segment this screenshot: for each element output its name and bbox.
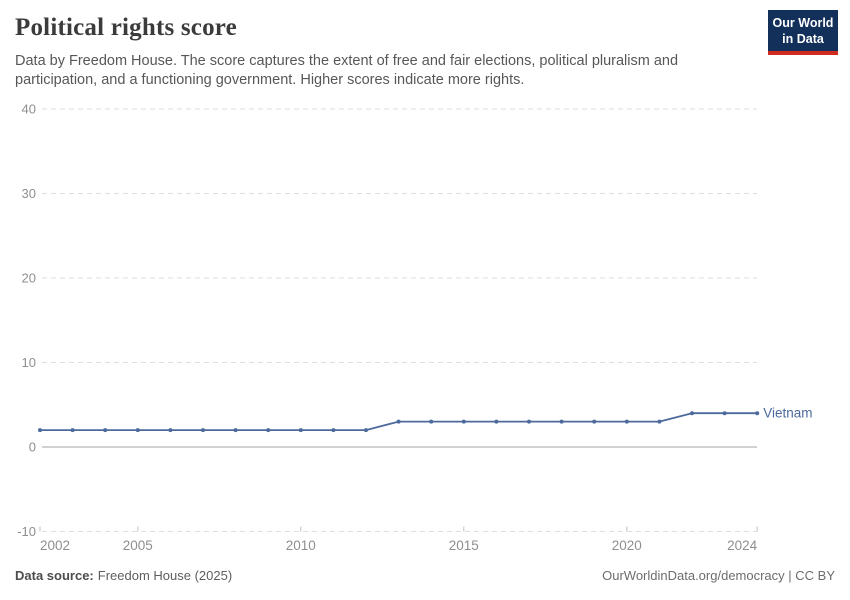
- owid-logo-line2: in Data: [782, 31, 824, 46]
- y-axis-tick-label: 10: [22, 355, 36, 370]
- data-point[interactable]: [592, 419, 597, 424]
- data-point[interactable]: [624, 419, 629, 424]
- data-point[interactable]: [657, 419, 662, 424]
- data-point[interactable]: [331, 428, 336, 433]
- data-point[interactable]: [70, 428, 75, 433]
- y-axis-tick-label: 0: [29, 440, 36, 455]
- x-axis-tick-label: 2002: [40, 538, 70, 553]
- line-chart: -10 0 10 20 30 40 2002 2005 2010 2015 2020 2024 Viet…: [17, 102, 812, 554]
- data-source: Data source: Freedom House (2025): [15, 568, 232, 583]
- x-axis-tick-label: 2010: [286, 538, 316, 553]
- y-axis-tick-label: 20: [22, 271, 36, 286]
- x-axis-tick-label: 2005: [123, 538, 153, 553]
- series-label[interactable]: Vietnam: [763, 406, 812, 421]
- data-point[interactable]: [559, 419, 564, 424]
- owid-url-link[interactable]: OurWorldinData.org/democracy | CC BY: [602, 568, 835, 583]
- data-point[interactable]: [429, 419, 434, 424]
- data-point[interactable]: [396, 419, 401, 424]
- data-point[interactable]: [690, 411, 694, 416]
- data-point[interactable]: [233, 428, 238, 433]
- data-point[interactable]: [527, 419, 531, 424]
- chart-subtitle: Data by Freedom House. The score capture…: [15, 53, 679, 88]
- data-point[interactable]: [201, 428, 205, 433]
- data-point[interactable]: [722, 411, 727, 416]
- x-axis-tick-label: 2020: [612, 538, 642, 553]
- data-point[interactable]: [135, 428, 140, 433]
- data-source-label: Data source:: [15, 568, 94, 583]
- owid-logo[interactable]: Our World in Data: [768, 10, 838, 55]
- data-point[interactable]: [103, 428, 108, 433]
- y-axis-tick-label: -10: [17, 524, 36, 539]
- data-point[interactable]: [298, 428, 303, 433]
- x-axis-tick-label: 2015: [449, 538, 479, 553]
- page-title: Political rights score: [15, 14, 237, 41]
- footer: Data source: Freedom House (2025) OurWorl…: [0, 568, 850, 583]
- data-point[interactable]: [755, 411, 760, 416]
- data-point[interactable]: [364, 428, 368, 433]
- y-axis-tick-label: 40: [22, 102, 36, 117]
- data-point[interactable]: [168, 428, 173, 433]
- y-axis-tick-label: 30: [22, 186, 36, 201]
- data-source-value: Freedom House (2025): [97, 568, 233, 583]
- data-point[interactable]: [38, 428, 42, 433]
- owid-logo-line1: Our World: [772, 16, 834, 30]
- data-point[interactable]: [494, 419, 499, 424]
- data-point[interactable]: [461, 419, 466, 424]
- x-axis-tick-label: 2024: [727, 538, 758, 553]
- data-point[interactable]: [266, 428, 271, 433]
